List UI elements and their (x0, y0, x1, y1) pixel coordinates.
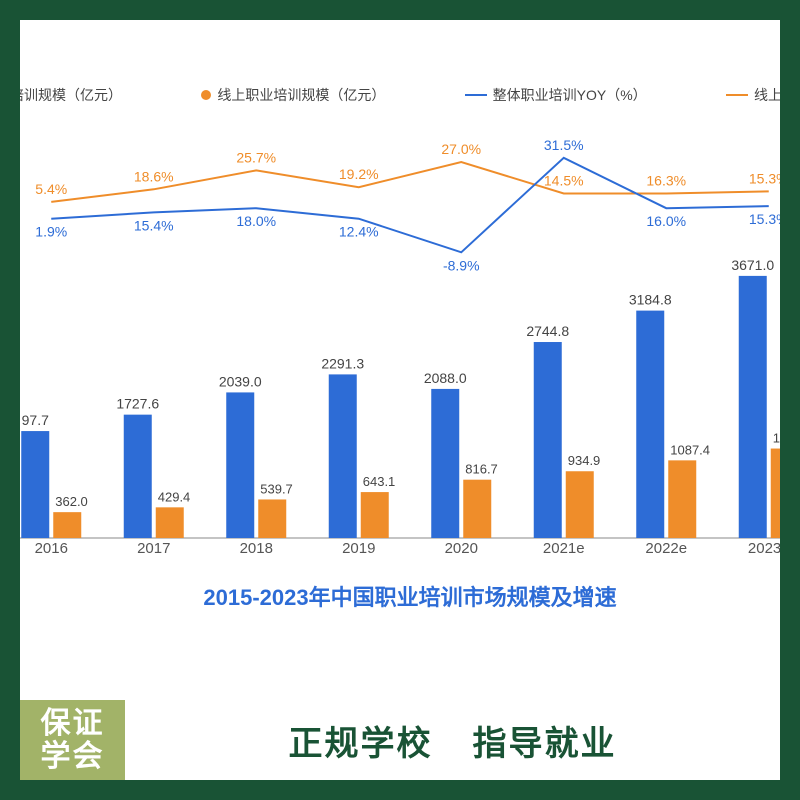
bar1-value-label: 2291.3 (321, 355, 364, 371)
bar2-value-label: 539.7 (260, 481, 293, 496)
chart-title: 2015-2023年中国职业培训市场规模及增速 (20, 580, 780, 612)
x-axis-tick: 2021e (513, 540, 616, 570)
badge-line2: 学会 (41, 740, 105, 773)
chart-svg: 97.7 362.0 1727.6 429.4 2039.0 539.7 2291.3 643… (20, 120, 780, 540)
line-orange-label: 16.3% (646, 173, 686, 189)
bar-series2 (361, 492, 389, 538)
x-axis-tick: 2017 (103, 540, 206, 570)
line-orange-label: 14.5% (544, 173, 584, 189)
line-orange-label: 5.4% (35, 181, 67, 197)
legend-item-bar2: 线上职业培训规模（亿元） (201, 85, 385, 105)
x-axis-tick: 2019 (308, 540, 411, 570)
bar1-value-label: 3184.8 (629, 292, 672, 308)
line-orange-label: 19.2% (339, 166, 379, 182)
banner-badge: 保证 学会 (20, 700, 125, 780)
legend-item-line1: 整体职业培训YOY（%） (465, 85, 647, 105)
line-blue-label: -8.9% (443, 257, 480, 273)
banner-text-group: 正规学校 指导就业 (125, 716, 780, 765)
line-blue-label: 15.4% (134, 217, 174, 233)
bar-series1 (431, 389, 459, 538)
frame-border-top (0, 0, 800, 20)
bar2-value-label: 429.4 (158, 489, 191, 504)
bar1-value-label: 97.7 (22, 412, 49, 428)
legend-dot-orange (201, 90, 211, 100)
bar1-value-label: 2088.0 (424, 370, 467, 386)
bar-series1 (534, 342, 562, 538)
bar-series2 (668, 460, 696, 538)
x-axis-tick: 2022e (615, 540, 718, 570)
line-orange-label: 15.3% (749, 170, 780, 186)
legend-item-bar1: 培训规模（亿元） (20, 85, 122, 105)
bar-series1 (636, 311, 664, 538)
legend-line-orange (726, 94, 748, 96)
banner-text-1: 正规学校 (289, 716, 433, 765)
banner-text-2: 指导就业 (473, 716, 617, 765)
bar1-value-label: 2744.8 (526, 323, 569, 339)
x-axis-tick: 2023e (718, 540, 781, 570)
line-orange-label: 25.7% (236, 149, 276, 165)
bottom-banner: 保证 学会 正规学校 指导就业 (20, 700, 780, 780)
bar-series1 (226, 392, 254, 538)
legend-item-line2: 线上职业 (726, 85, 780, 105)
frame-border-left (0, 0, 20, 800)
x-axis-tick: 2020 (410, 540, 513, 570)
line-orange-label: 27.0% (441, 141, 481, 157)
legend-line1-label: 整体职业培训YOY（%） (493, 85, 647, 105)
chart-container: 培训规模（亿元） 线上职业培训规模（亿元） 整体职业培训YOY（%） 线上职业 … (20, 20, 780, 700)
badge-line1: 保证 (41, 707, 105, 740)
chart-legend: 培训规模（亿元） 线上职业培训规模（亿元） 整体职业培训YOY（%） 线上职业 (20, 80, 780, 110)
bar-series2 (771, 449, 780, 538)
frame-border-right (780, 0, 800, 800)
x-axis-tick: 2016 (20, 540, 103, 570)
legend-bar2-label: 线上职业培训规模（亿元） (217, 85, 385, 105)
chart-plot: 97.7 362.0 1727.6 429.4 2039.0 539.7 2291.3 643… (20, 120, 780, 540)
bar1-value-label: 2039.0 (219, 373, 262, 389)
bar-series1 (21, 431, 49, 538)
bar-series2 (53, 512, 81, 538)
line-blue-label: 16.0% (646, 213, 686, 229)
bar-series1 (739, 276, 767, 538)
bar2-value-label: 934.9 (568, 453, 601, 468)
bar-series1 (124, 415, 152, 538)
legend-line-blue (465, 94, 487, 96)
bar2-value-label: 1253. (773, 431, 780, 446)
line-blue-label: 12.4% (339, 224, 379, 240)
line-blue-label: 15.3% (749, 211, 780, 227)
legend-line2-label: 线上职业 (754, 85, 780, 105)
frame-border-bottom (0, 780, 800, 800)
bar-series2 (566, 471, 594, 538)
bar-series2 (463, 480, 491, 538)
bar-series2 (156, 507, 184, 538)
line-blue-label: 31.5% (544, 137, 584, 153)
legend-bar1-label: 培训规模（亿元） (20, 85, 122, 105)
bar2-value-label: 643.1 (363, 474, 396, 489)
chart-inner: 培训规模（亿元） 线上职业培训规模（亿元） 整体职业培训YOY（%） 线上职业 … (20, 60, 780, 660)
bar2-value-label: 1087.4 (670, 442, 710, 457)
bar1-value-label: 3671.0 (731, 257, 774, 273)
bar2-value-label: 362.0 (55, 494, 88, 509)
bar1-value-label: 1727.6 (116, 396, 159, 412)
x-axis-tick: 2018 (205, 540, 308, 570)
line-blue-label: 18.0% (236, 213, 276, 229)
bar-series1 (329, 374, 357, 538)
line-blue-label: 1.9% (35, 224, 67, 240)
line-orange-label: 18.6% (134, 168, 174, 184)
bar2-value-label: 816.7 (465, 462, 498, 477)
bar-series2 (258, 499, 286, 538)
chart-x-axis: 201620172018201920202021e2022e2023e (20, 540, 780, 570)
